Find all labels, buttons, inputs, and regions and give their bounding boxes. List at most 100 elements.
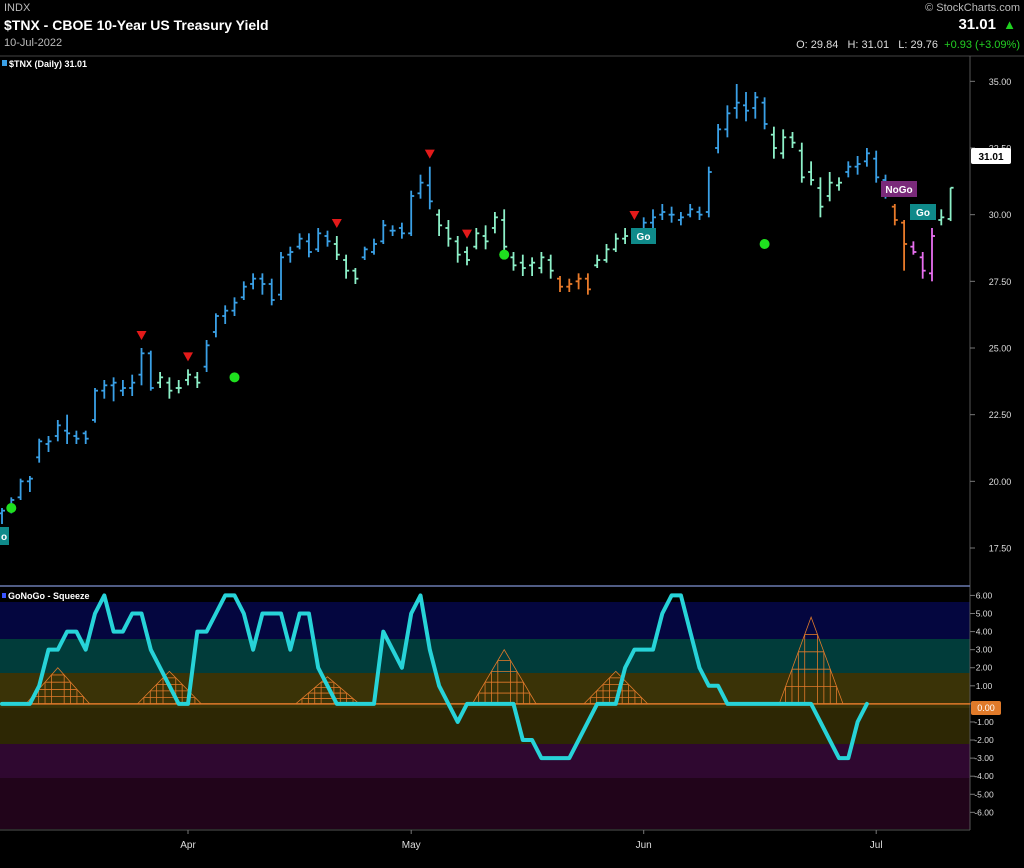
ohlc-bar bbox=[826, 172, 833, 202]
ohlc-bar bbox=[863, 148, 870, 167]
ohlc-bar bbox=[380, 220, 387, 244]
green-dot-marker bbox=[229, 372, 240, 383]
ohlc-bar bbox=[426, 166, 433, 210]
ohlc-bar bbox=[705, 166, 712, 218]
green-dot-marker bbox=[6, 503, 17, 513]
ohlc-bar bbox=[929, 228, 935, 282]
nogo-label-text: NoGo bbox=[885, 185, 912, 196]
ohlc-bar bbox=[538, 252, 545, 274]
ohlc-bar bbox=[185, 369, 191, 386]
ohlc-bar bbox=[547, 254, 554, 279]
ohlc-bar bbox=[287, 246, 294, 263]
ohlc-bar bbox=[398, 222, 405, 239]
ohlc-bar bbox=[733, 84, 740, 119]
price-tick-label: 27.50 bbox=[989, 277, 1012, 287]
price-tick-label: 22.50 bbox=[989, 410, 1012, 420]
ohlc-bar bbox=[910, 241, 917, 255]
up-arrow-icon: ▲ bbox=[1003, 17, 1016, 32]
oscillator-legend-swatch bbox=[2, 593, 6, 598]
ohlc-bar bbox=[352, 268, 359, 284]
price-legend: $TNX (Daily) 31.01 bbox=[2, 59, 87, 69]
ohlc-bar bbox=[687, 204, 694, 218]
zero-value-badge-text: 0.00 bbox=[977, 703, 995, 713]
red-triangle-marker bbox=[462, 229, 472, 239]
ohlc-bar bbox=[324, 230, 331, 247]
ohlc-bar bbox=[770, 126, 777, 159]
ohlc-bar bbox=[175, 380, 182, 394]
ohlc-bar bbox=[901, 220, 908, 271]
oscillator-tick-label: -1.00 bbox=[974, 717, 994, 727]
squeeze-grid bbox=[471, 648, 537, 705]
price-tick-label: 35.00 bbox=[989, 77, 1012, 87]
ohlc-bar bbox=[659, 204, 666, 220]
ohlc-bar bbox=[101, 380, 108, 399]
ohlc-bar bbox=[389, 225, 396, 236]
ohlc-bar bbox=[92, 388, 98, 423]
oscillator-tick-label: 3.00 bbox=[976, 645, 993, 655]
green-dot-marker bbox=[759, 239, 770, 249]
squeeze-grids bbox=[25, 615, 844, 705]
ohlc-bar bbox=[315, 228, 322, 252]
ohlc-bar bbox=[519, 254, 526, 276]
ohlc-bar bbox=[45, 436, 52, 452]
last-price-badge-bg bbox=[971, 148, 1011, 164]
ohlc-bar bbox=[194, 372, 201, 388]
oscillator-tick-label: -4.00 bbox=[974, 771, 994, 781]
squeeze-outline bbox=[295, 676, 360, 705]
gonogo-oscillator bbox=[0, 593, 869, 761]
ohlc-bar bbox=[138, 348, 145, 386]
price-markers bbox=[6, 149, 770, 513]
chart-header: INDX © StockCharts.com $TNX - CBOE 10-Ye… bbox=[0, 0, 1024, 56]
ohlc-bar bbox=[482, 225, 489, 250]
squeeze-grid bbox=[778, 615, 844, 705]
ohlc-bar bbox=[836, 177, 842, 191]
go-label-left-text: o bbox=[1, 532, 7, 543]
price-bars bbox=[0, 84, 954, 524]
zero-value-badge-bg bbox=[971, 701, 1001, 715]
ohlc-bar bbox=[761, 97, 768, 130]
ohlc-bar bbox=[240, 281, 247, 300]
band-strong-nogo bbox=[0, 778, 970, 829]
ohlc-bar bbox=[203, 340, 210, 372]
go-label-left-bg bbox=[0, 527, 9, 545]
ohlc-bar bbox=[510, 252, 517, 271]
ohlc-bar bbox=[64, 414, 71, 444]
high-label: H: bbox=[847, 39, 859, 51]
ohlc-bar bbox=[0, 508, 5, 524]
open-value: 29.84 bbox=[810, 39, 839, 51]
ohlc-bar bbox=[529, 257, 536, 276]
ohlc-bar bbox=[752, 92, 759, 119]
ohlc-bar bbox=[696, 206, 703, 220]
ohlc-bar bbox=[464, 246, 470, 266]
change-value: +0.93 (+3.09%) bbox=[944, 39, 1020, 51]
ohlc-bar bbox=[82, 430, 89, 444]
ohlc-bar bbox=[473, 228, 480, 250]
ohlc-bar bbox=[361, 246, 368, 260]
ohlc-bar bbox=[454, 236, 461, 263]
chart-title: $TNX - CBOE 10-Year US Treasury Yield bbox=[4, 17, 269, 33]
open-label: O: bbox=[796, 39, 808, 51]
red-triangle-marker bbox=[331, 219, 342, 228]
ohlc-bar bbox=[677, 212, 684, 226]
squeeze-grid bbox=[583, 670, 648, 705]
ohlc-bar bbox=[817, 177, 824, 218]
ohlc-bar bbox=[73, 430, 80, 444]
squeeze-grid bbox=[295, 676, 360, 705]
oscillator-tick-label: -3.00 bbox=[974, 753, 994, 763]
price-tick-label: 25.00 bbox=[989, 344, 1012, 354]
ohlc-bar bbox=[259, 273, 266, 295]
ohlc-bar bbox=[780, 129, 787, 159]
nogo-label-bg bbox=[881, 181, 917, 197]
ohlc-bar bbox=[26, 476, 33, 492]
ohlc-bar bbox=[268, 278, 275, 306]
last-price: 31.01 bbox=[958, 16, 996, 33]
oscillator-tick-label: 5.00 bbox=[976, 609, 993, 619]
ohlc-bar bbox=[231, 297, 238, 316]
ohlc-bar bbox=[278, 252, 284, 300]
oscillator-tick-label: 1.00 bbox=[976, 681, 993, 691]
low-label: L: bbox=[898, 39, 908, 51]
squeeze-outline bbox=[583, 670, 648, 705]
go-label-july-bg bbox=[910, 204, 936, 220]
ohlc-bar bbox=[947, 186, 954, 222]
